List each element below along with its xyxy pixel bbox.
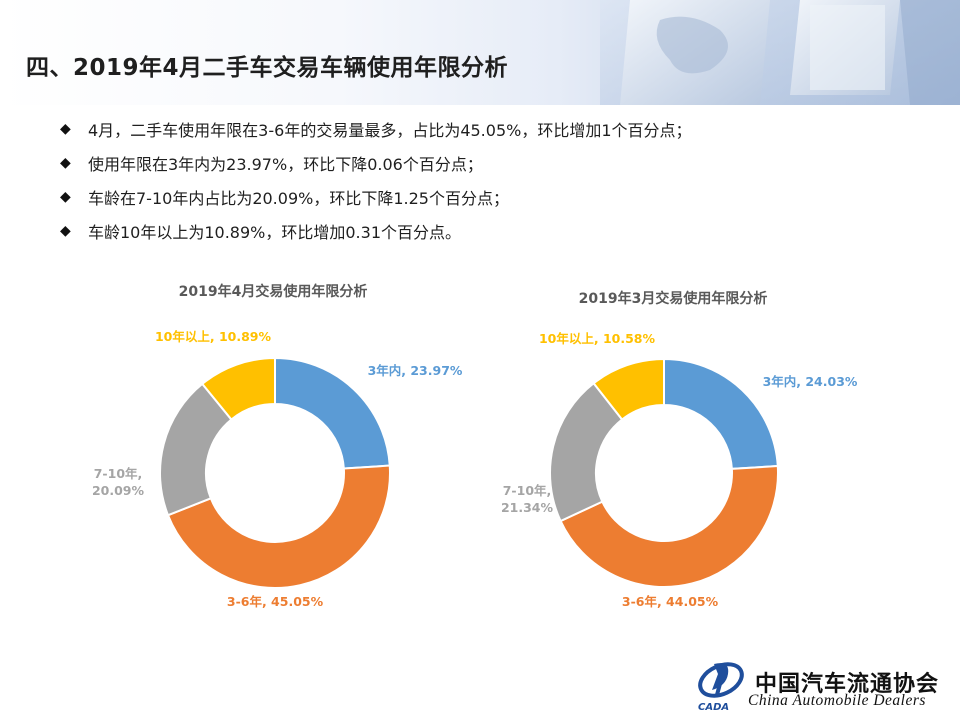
data-label: 7-10年, 20.09%: [92, 466, 145, 498]
data-label: 7-10年, 21.34%: [501, 483, 554, 515]
donut-slice: [559, 464, 779, 588]
donut-chart-1: 2019年4月交易使用年限分析 3年内, 23.97% 3-6年, 45.05% 7-…: [92, 283, 463, 609]
donut-chart-2: 2019年3月交易使用年限分析 3年内, 24.03% 3-6年, 44.05% 7-…: [501, 290, 858, 609]
logo-text: CADA: [698, 702, 729, 713]
bullet-item: ◆ 车龄在7-10年内占比为20.09%，环比下降1.25个百分点；: [60, 180, 692, 214]
page-title: 四、2019年4月二手车交易车辆使用年限分析: [26, 55, 509, 81]
org-name-en: China Automobile Dealers: [748, 692, 926, 709]
donut-slice: [166, 464, 391, 589]
diamond-bullet-icon: ◆: [60, 121, 71, 137]
bullet-text: 车龄在7-10年内占比为20.09%，环比下降1.25个百分点；: [88, 189, 509, 208]
data-label: 3-6年, 45.05%: [227, 594, 324, 609]
diamond-bullet-icon: ◆: [60, 189, 71, 205]
header-photo-image: [600, 0, 960, 105]
bullet-item: ◆ 使用年限在3年内为23.97%，环比下降0.06个百分点；: [60, 146, 692, 180]
diamond-bullet-icon: ◆: [60, 155, 71, 171]
bullet-text: 车龄10年以上为10.89%，环比增加0.31个百分点。: [88, 223, 461, 242]
cada-logo-icon: CADA: [698, 662, 744, 713]
bullet-text: 4月，二手车使用年限在3-6年的交易量最多，占比为45.05%，环比增加1个百分…: [88, 121, 692, 140]
chart-title: 2019年4月交易使用年限分析: [179, 283, 368, 300]
data-label: 3年内, 23.97%: [368, 363, 463, 378]
bullet-text: 使用年限在3年内为23.97%，环比下降0.06个百分点；: [88, 155, 483, 174]
data-label: 10年以上, 10.58%: [539, 331, 656, 346]
data-label: 3-6年, 44.05%: [622, 594, 719, 609]
diamond-bullet-icon: ◆: [60, 223, 71, 239]
header-banner: [0, 0, 960, 105]
bullet-list: ◆ 4月，二手车使用年限在3-6年的交易量最多，占比为45.05%，环比增加1个百…: [60, 112, 692, 248]
org-name-cn: 中国汽车流通协会: [755, 672, 940, 697]
footer-logo-block: CADA 中国汽车流通协会 China Automobile Dealers: [690, 652, 955, 714]
data-label: 10年以上, 10.89%: [155, 329, 272, 344]
bullet-item: ◆ 4月，二手车使用年限在3-6年的交易量最多，占比为45.05%，环比增加1个百…: [60, 112, 692, 146]
donut-slice: [663, 357, 779, 470]
data-label: 3年内, 24.03%: [763, 374, 858, 389]
donut-charts: 2019年4月交易使用年限分析 3年内, 23.97% 3-6年, 45.05% 7-…: [92, 283, 858, 609]
chart-title: 2019年3月交易使用年限分析: [579, 290, 768, 307]
bullet-item: ◆ 车龄10年以上为10.89%，环比增加0.31个百分点。: [60, 214, 692, 248]
donut-slice: [200, 356, 276, 421]
donut-slice: [592, 357, 665, 421]
